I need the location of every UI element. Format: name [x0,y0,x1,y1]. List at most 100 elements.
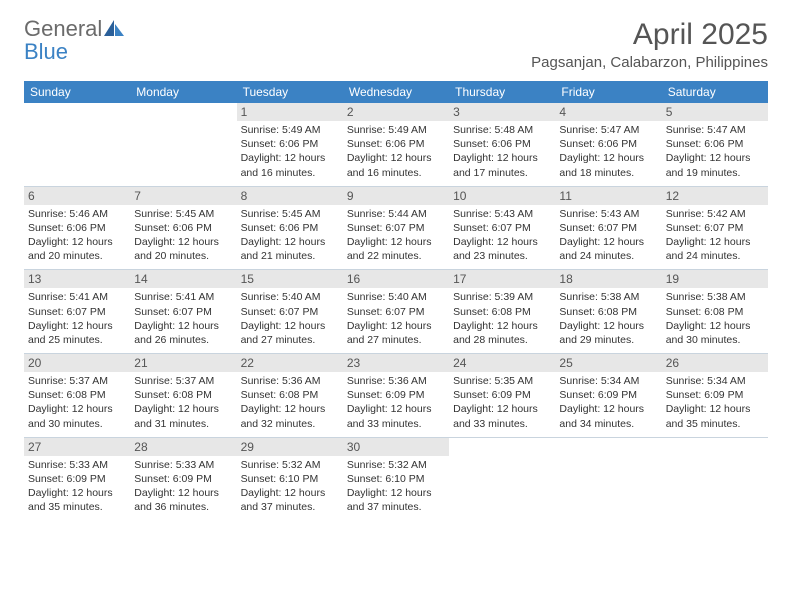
calendar-day-cell: 24Sunrise: 5:35 AMSunset: 6:09 PMDayligh… [449,354,555,438]
weekday-header: Wednesday [343,81,449,103]
day-number: 27 [24,438,130,456]
calendar-day-cell: 27 Sunrise: 5:33 AMSunset: 6:09 PMDayligh… [24,437,130,520]
calendar-body: 1Sunrise: 5:49 AMSunset: 6:06 PMDaylight… [24,103,768,520]
calendar-day-cell [24,103,130,186]
calendar-day-cell: 1 Sunrise: 5:49 AMSunset: 6:06 PMDaylight… [237,103,343,186]
day-info: Sunrise: 5:39 AMSunset: 6:08 PMDaylight:… [453,290,551,347]
calendar-day-cell: 29 Sunrise: 5:32 AMSunset: 6:10 PMDayligh… [237,437,343,520]
weekday-header: Tuesday [237,81,343,103]
day-number: 20 [24,354,130,372]
day-number: 2 [343,103,449,121]
day-number: 19 [662,270,768,288]
calendar-week-row: 27Sunrise: 5:33 AMSunset: 6:09 PMDayligh… [24,437,768,520]
calendar-day-cell: 18Sunrise: 5:38 AMSunset: 6:08 PMDayligh… [555,270,661,354]
day-number: 6 [24,187,130,205]
calendar-day-cell: 4 Sunrise: 5:47 AMSunset: 6:06 PMDaylight… [555,103,661,186]
day-number: 11 [555,187,661,205]
brand-logo: General Blue [24,18,124,64]
calendar-day-cell [662,437,768,520]
day-number: 30 [343,438,449,456]
weekday-header: Saturday [662,81,768,103]
day-number: 4 [555,103,661,121]
calendar-day-cell: 28 Sunrise: 5:33 AMSunset: 6:09 PMDayligh… [130,437,236,520]
day-info: Sunrise: 5:32 AMSunset: 6:10 PMDaylight:… [241,458,339,515]
calendar-day-cell: 3Sunrise: 5:48 AMSunset: 6:06 PMDaylight… [449,103,555,186]
calendar-day-cell: 6 Sunrise: 5:46 AMSunset: 6:06 PMDaylight… [24,186,130,270]
day-number: 13 [24,270,130,288]
day-info: Sunrise: 5:49 AMSunset: 6:06 PMDaylight:… [347,123,445,180]
brand-sail-icon [104,20,124,41]
day-info: Sunrise: 5:48 AMSunset: 6:06 PMDaylight:… [453,123,551,180]
day-info: Sunrise: 5:34 AMSunset: 6:09 PMDaylight:… [559,374,657,431]
calendar-day-cell: 2 Sunrise: 5:49 AMSunset: 6:06 PMDaylight… [343,103,449,186]
day-info: Sunrise: 5:47 AMSunset: 6:06 PMDaylight:… [559,123,657,180]
day-info: Sunrise: 5:33 AMSunset: 6:09 PMDaylight:… [28,458,126,515]
day-info: Sunrise: 5:41 AMSunset: 6:07 PMDaylight:… [134,290,232,347]
calendar-week-row: 13Sunrise: 5:41 AMSunset: 6:07 PMDayligh… [24,270,768,354]
calendar-day-cell [449,437,555,520]
calendar-day-cell: 17 Sunrise: 5:39 AMSunset: 6:08 PMDayligh… [449,270,555,354]
day-number: 29 [237,438,343,456]
day-number: 12 [662,187,768,205]
day-number: 9 [343,187,449,205]
day-info: Sunrise: 5:43 AMSunset: 6:07 PMDaylight:… [453,207,551,264]
day-info: Sunrise: 5:36 AMSunset: 6:09 PMDaylight:… [347,374,445,431]
day-info: Sunrise: 5:33 AMSunset: 6:09 PMDaylight:… [134,458,232,515]
month-title: April 2025 [531,18,768,52]
day-info: Sunrise: 5:42 AMSunset: 6:07 PMDaylight:… [666,207,764,264]
calendar-day-cell: 10 Sunrise: 5:43 AMSunset: 6:07 PMDayligh… [449,186,555,270]
day-info: Sunrise: 5:37 AMSunset: 6:08 PMDaylight:… [28,374,126,431]
weekday-header: Monday [130,81,236,103]
calendar-day-cell: 8Sunrise: 5:45 AMSunset: 6:06 PMDaylight… [237,186,343,270]
day-info: Sunrise: 5:45 AMSunset: 6:06 PMDaylight:… [241,207,339,264]
calendar-day-cell: 12 Sunrise: 5:42 AMSunset: 6:07 PMDayligh… [662,186,768,270]
day-number: 17 [449,270,555,288]
calendar-day-cell: 13 Sunrise: 5:41 AMSunset: 6:07 PMDayligh… [24,270,130,354]
day-number: 25 [555,354,661,372]
calendar-week-row: 20Sunrise: 5:37 AMSunset: 6:08 PMDayligh… [24,354,768,438]
calendar-day-cell: 9Sunrise: 5:44 AMSunset: 6:07 PMDaylight… [343,186,449,270]
brand-part1: General [24,16,102,41]
day-info: Sunrise: 5:43 AMSunset: 6:07 PMDaylight:… [559,207,657,264]
day-number: 1 [237,103,343,121]
day-info: Sunrise: 5:40 AMSunset: 6:07 PMDaylight:… [347,290,445,347]
calendar-page: General Blue April 2025 Pagsanjan, Calab… [0,0,792,538]
calendar-day-cell: 16 Sunrise: 5:40 AMSunset: 6:07 PMDayligh… [343,270,449,354]
day-info: Sunrise: 5:46 AMSunset: 6:06 PMDaylight:… [28,207,126,264]
day-number: 23 [343,354,449,372]
day-info: Sunrise: 5:47 AMSunset: 6:06 PMDaylight:… [666,123,764,180]
day-info: Sunrise: 5:37 AMSunset: 6:08 PMDaylight:… [134,374,232,431]
weekday-header: Friday [555,81,661,103]
day-number: 7 [130,187,236,205]
calendar-day-cell: 26 Sunrise: 5:34 AMSunset: 6:09 PMDayligh… [662,354,768,438]
calendar-day-cell: 23 Sunrise: 5:36 AMSunset: 6:09 PMDayligh… [343,354,449,438]
calendar-week-row: 1Sunrise: 5:49 AMSunset: 6:06 PMDaylight… [24,103,768,186]
day-info: Sunrise: 5:41 AMSunset: 6:07 PMDaylight:… [28,290,126,347]
calendar-week-row: 6 Sunrise: 5:46 AMSunset: 6:06 PMDaylight… [24,186,768,270]
day-number: 26 [662,354,768,372]
calendar-day-cell: 11 Sunrise: 5:43 AMSunset: 6:07 PMDayligh… [555,186,661,270]
calendar-day-cell: 25 Sunrise: 5:34 AMSunset: 6:09 PMDayligh… [555,354,661,438]
day-number: 10 [449,187,555,205]
day-number: 22 [237,354,343,372]
day-info: Sunrise: 5:38 AMSunset: 6:08 PMDaylight:… [666,290,764,347]
day-number: 24 [449,354,555,372]
day-info: Sunrise: 5:34 AMSunset: 6:09 PMDaylight:… [666,374,764,431]
calendar-day-cell [130,103,236,186]
day-number: 16 [343,270,449,288]
day-info: Sunrise: 5:49 AMSunset: 6:06 PMDaylight:… [241,123,339,180]
calendar-day-cell: 22Sunrise: 5:36 AMSunset: 6:08 PMDayligh… [237,354,343,438]
calendar-day-cell: 30Sunrise: 5:32 AMSunset: 6:10 PMDayligh… [343,437,449,520]
weekday-header: Sunday [24,81,130,103]
brand-part2: Blue [24,39,68,64]
day-info: Sunrise: 5:40 AMSunset: 6:07 PMDaylight:… [241,290,339,347]
day-number: 18 [555,270,661,288]
day-info: Sunrise: 5:45 AMSunset: 6:06 PMDaylight:… [134,207,232,264]
calendar-day-cell: 21 Sunrise: 5:37 AMSunset: 6:08 PMDayligh… [130,354,236,438]
calendar-header-row: Sunday Monday Tuesday Wednesday Thursday… [24,81,768,103]
day-number: 21 [130,354,236,372]
day-number: 28 [130,438,236,456]
location-text: Pagsanjan, Calabarzon, Philippines [531,54,768,71]
calendar-day-cell: 14Sunrise: 5:41 AMSunset: 6:07 PMDayligh… [130,270,236,354]
day-number: 5 [662,103,768,121]
